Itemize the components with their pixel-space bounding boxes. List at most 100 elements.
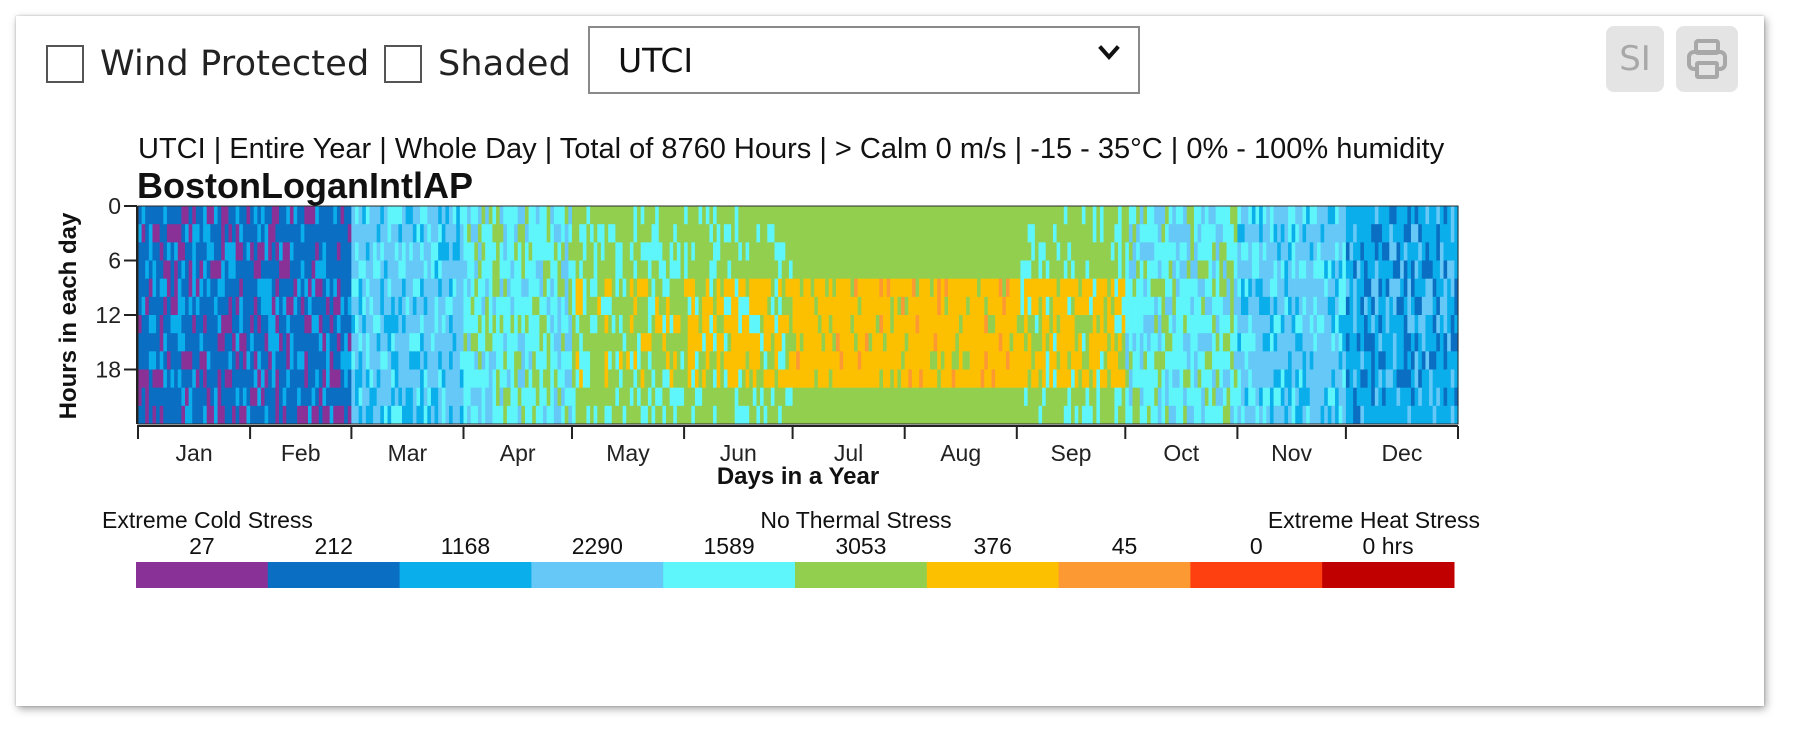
- heatmap-cell: [1024, 315, 1029, 334]
- heatmap-cell: [550, 387, 555, 407]
- heatmap-cell: [980, 333, 985, 352]
- heatmap-cell: [1056, 260, 1061, 280]
- heatmap-cell: [430, 206, 436, 225]
- heatmap-cell: [174, 387, 179, 407]
- heatmap-cell: [839, 405, 844, 425]
- wind-protected-checkbox-box[interactable]: [46, 45, 84, 83]
- heatmap-cell: [492, 387, 497, 407]
- heatmap-cell: [456, 369, 461, 389]
- heatmap-cell: [1168, 242, 1173, 261]
- heatmap-cell: [1013, 351, 1018, 370]
- heatmap-cell: [358, 260, 363, 280]
- heatmap-cell: [1063, 260, 1069, 280]
- heatmap-cell: [694, 224, 700, 243]
- heatmap-cell: [203, 369, 208, 389]
- heatmap-cell: [687, 260, 692, 280]
- heatmap-cell: [1045, 278, 1050, 298]
- heatmap-cell: [1031, 224, 1036, 243]
- heatmap-cell: [242, 369, 248, 389]
- heatmap-cell: [962, 224, 967, 243]
- heatmap-cell: [1385, 333, 1390, 352]
- heatmap-cell: [958, 278, 964, 298]
- heatmap-cell: [926, 315, 931, 334]
- heatmap-cell: [597, 260, 602, 280]
- heatmap-cell: [854, 405, 859, 425]
- heatmap-cell: [756, 369, 761, 389]
- heatmap-cell: [1222, 351, 1228, 370]
- heatmap-cell: [933, 387, 938, 407]
- heatmap-cell: [1016, 260, 1022, 280]
- heatmap-cell: [600, 369, 606, 389]
- heatmap-cell: [257, 405, 262, 425]
- metric-select[interactable]: UTCI: [588, 26, 1140, 94]
- heatmap-cell: [890, 296, 895, 316]
- heatmap-cell: [760, 206, 765, 225]
- heatmap-cell: [242, 242, 248, 261]
- heatmap-cell: [796, 296, 801, 316]
- heatmap-cell: [1031, 315, 1036, 334]
- print-button[interactable]: [1676, 26, 1738, 92]
- heatmap-cell: [383, 260, 389, 280]
- heatmap-cell: [1447, 387, 1452, 407]
- heatmap-cell: [485, 333, 490, 352]
- heatmap-cell: [206, 315, 211, 334]
- heatmap-cell: [687, 315, 692, 334]
- heatmap-cell: [1382, 242, 1387, 261]
- heatmap-cell: [235, 224, 240, 243]
- heatmap-cell: [1342, 224, 1347, 243]
- heatmap-cell: [354, 351, 360, 370]
- heatmap-cell: [1450, 260, 1455, 280]
- heatmap-cell: [893, 242, 899, 261]
- heatmap-cell: [1277, 387, 1282, 407]
- heatmap-cell: [1118, 333, 1123, 352]
- heatmap-cell: [289, 296, 295, 316]
- heatmap-cell: [1052, 369, 1058, 389]
- heatmap-cell: [268, 224, 273, 243]
- wind-protected-checkbox[interactable]: Wind Protected: [46, 43, 369, 85]
- heatmap-cell: [297, 405, 302, 425]
- heatmap-cell: [217, 278, 222, 298]
- heatmap-cell: [1128, 242, 1134, 261]
- heatmap-cell: [1259, 315, 1264, 334]
- units-si-button[interactable]: SI: [1606, 26, 1664, 92]
- heatmap-cell: [380, 369, 385, 389]
- heatmap-cell: [709, 206, 714, 225]
- heatmap-cell: [1085, 315, 1090, 334]
- heatmap-cell: [1150, 405, 1155, 425]
- heatmap-cell: [394, 260, 399, 280]
- heatmap-cell: [1024, 224, 1029, 243]
- heatmap-cell: [948, 387, 953, 407]
- heatmap-cell: [398, 224, 403, 243]
- heatmap-cell: [1327, 278, 1333, 298]
- heatmap-cell: [1049, 369, 1054, 389]
- heatmap-cell: [423, 315, 428, 334]
- heatmap-cell: [1110, 260, 1116, 280]
- heatmap-cell: [897, 351, 902, 370]
- heatmap-cell: [1327, 242, 1333, 261]
- shaded-checkbox[interactable]: Shaded: [384, 43, 571, 85]
- heatmap-cell: [1233, 224, 1238, 243]
- heatmap-cell: [221, 369, 226, 389]
- heatmap-cell: [799, 351, 805, 370]
- heatmap-cell: [897, 260, 902, 280]
- heatmap-cell: [427, 242, 432, 261]
- heatmap-cell: [354, 369, 360, 389]
- heatmap-cell: [1251, 242, 1257, 261]
- heatmap-cell: [1371, 260, 1376, 280]
- heatmap-cell: [763, 278, 768, 298]
- heatmap-cell: [203, 387, 208, 407]
- heatmap-cell: [315, 405, 320, 425]
- heatmap-cell: [1425, 315, 1430, 334]
- heatmap-cell: [741, 387, 747, 407]
- heatmap-cell: [904, 206, 909, 225]
- heatmap-cell: [438, 351, 443, 370]
- heatmap-cell: [785, 315, 790, 334]
- heatmap-cell: [1421, 333, 1427, 352]
- heatmap-cell: [1447, 260, 1452, 280]
- heatmap-cell: [1241, 224, 1246, 243]
- heatmap-cell: [1244, 405, 1249, 425]
- heatmap-cell: [1034, 315, 1040, 334]
- heatmap-cell: [1125, 224, 1130, 243]
- shaded-checkbox-box[interactable]: [384, 45, 422, 83]
- heatmap-cell: [962, 242, 967, 261]
